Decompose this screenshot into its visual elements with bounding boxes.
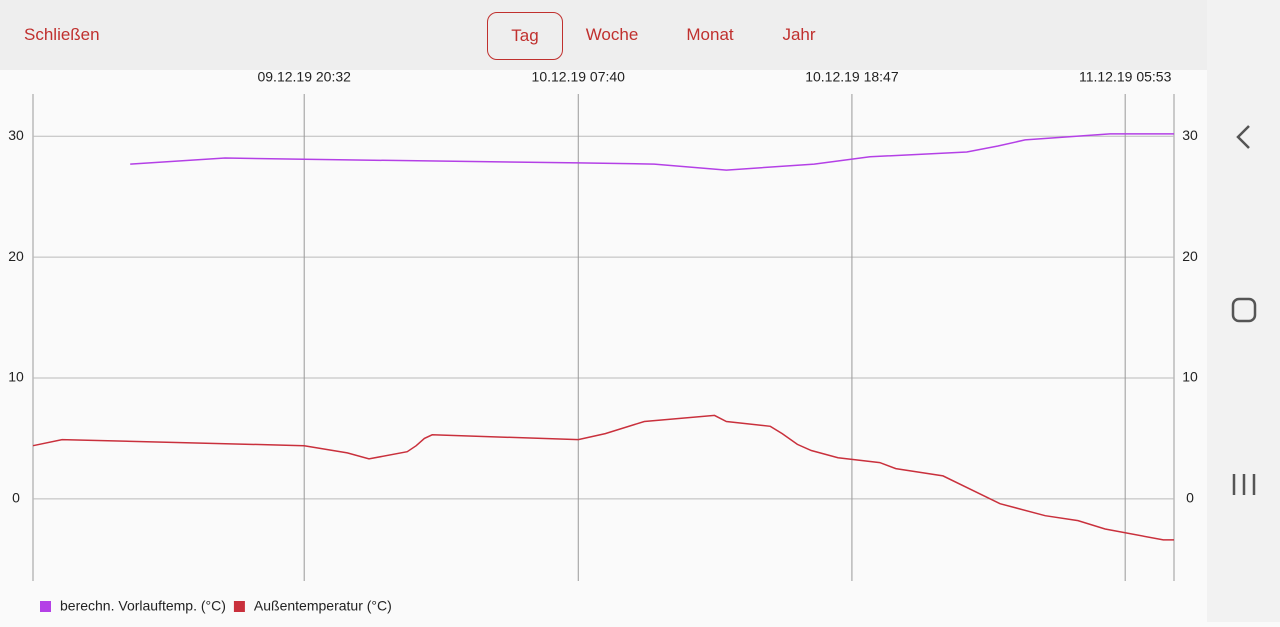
tab[interactable]: Tag: [487, 12, 563, 60]
y-tick-label-right: 0: [1186, 490, 1194, 506]
y-tick-label: 10: [8, 369, 24, 385]
legend-label: berechn. Vorlauftemp. (°C): [60, 598, 226, 614]
x-tick-label: 10.12.19 18:47: [805, 70, 899, 85]
recents-button[interactable]: [1232, 474, 1256, 495]
nav-bar: [1207, 0, 1280, 622]
tab[interactable]: Monat: [686, 25, 734, 44]
x-tick-label: 11.12.19 05:53: [1079, 70, 1172, 85]
nav-icons: [1231, 125, 1257, 495]
y-tick-label-right: 10: [1182, 369, 1198, 385]
y-tick-label: 0: [12, 490, 20, 506]
legend-swatch: [233, 601, 245, 612]
y-tick-label-right: 20: [1182, 248, 1198, 264]
tab[interactable]: Jahr: [782, 25, 816, 44]
y-tick-label: 20: [8, 248, 24, 264]
home-button[interactable]: [1231, 297, 1257, 323]
data-line: [32, 414, 1174, 541]
tab[interactable]: Woche: [585, 25, 639, 44]
close-button[interactable]: Schließen: [24, 25, 100, 44]
x-tick-label: 09.12.19 20:32: [257, 70, 351, 85]
chart: 0 0 10 10 20 20 30 30 09.12.19 20:32 10.12.19 07:…: [8, 70, 1198, 614]
data-line: [130, 133, 1174, 171]
y-tick-label: 30: [8, 127, 24, 143]
legend-swatch: [40, 601, 51, 612]
legend-label: Außentemperatur (°C): [254, 598, 392, 614]
x-tick-label: 10.12.19 07:40: [532, 70, 626, 85]
back-button[interactable]: [1236, 125, 1250, 149]
header: Schließen Tag Woche Monat Jahr: [0, 0, 1207, 70]
y-tick-label-right: 30: [1182, 127, 1198, 143]
